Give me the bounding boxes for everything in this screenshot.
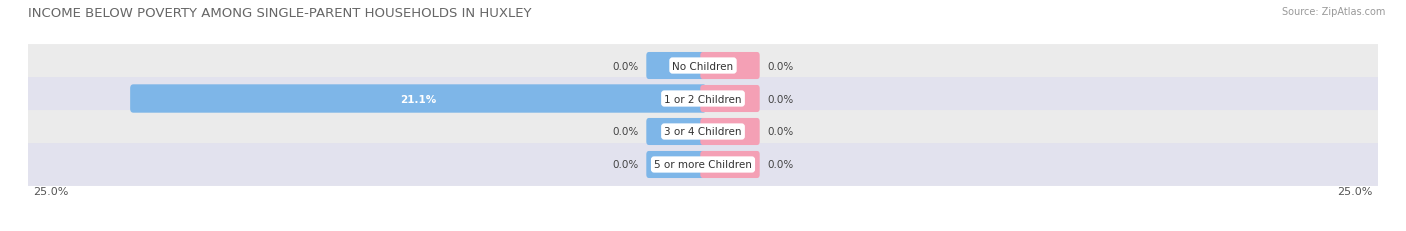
FancyBboxPatch shape <box>131 85 706 113</box>
Text: 0.0%: 0.0% <box>612 127 638 137</box>
FancyBboxPatch shape <box>700 86 759 112</box>
Text: 25.0%: 25.0% <box>1337 186 1372 196</box>
Text: 5 or more Children: 5 or more Children <box>654 160 752 170</box>
Text: 0.0%: 0.0% <box>768 160 794 170</box>
Text: 0.0%: 0.0% <box>612 160 638 170</box>
FancyBboxPatch shape <box>21 45 1385 88</box>
FancyBboxPatch shape <box>700 151 759 178</box>
Text: 0.0%: 0.0% <box>612 61 638 71</box>
FancyBboxPatch shape <box>21 78 1385 120</box>
FancyBboxPatch shape <box>647 119 706 145</box>
FancyBboxPatch shape <box>700 53 759 80</box>
FancyBboxPatch shape <box>21 143 1385 186</box>
Text: 21.1%: 21.1% <box>401 94 436 104</box>
FancyBboxPatch shape <box>647 151 706 178</box>
Text: 25.0%: 25.0% <box>34 186 69 196</box>
FancyBboxPatch shape <box>647 53 706 80</box>
Text: INCOME BELOW POVERTY AMONG SINGLE-PARENT HOUSEHOLDS IN HUXLEY: INCOME BELOW POVERTY AMONG SINGLE-PARENT… <box>28 7 531 20</box>
FancyBboxPatch shape <box>700 119 759 145</box>
Text: Source: ZipAtlas.com: Source: ZipAtlas.com <box>1281 7 1385 17</box>
Text: 1 or 2 Children: 1 or 2 Children <box>664 94 742 104</box>
Text: 3 or 4 Children: 3 or 4 Children <box>664 127 742 137</box>
FancyBboxPatch shape <box>21 111 1385 153</box>
Text: 0.0%: 0.0% <box>768 94 794 104</box>
Text: 0.0%: 0.0% <box>768 61 794 71</box>
Text: No Children: No Children <box>672 61 734 71</box>
Text: 0.0%: 0.0% <box>768 127 794 137</box>
